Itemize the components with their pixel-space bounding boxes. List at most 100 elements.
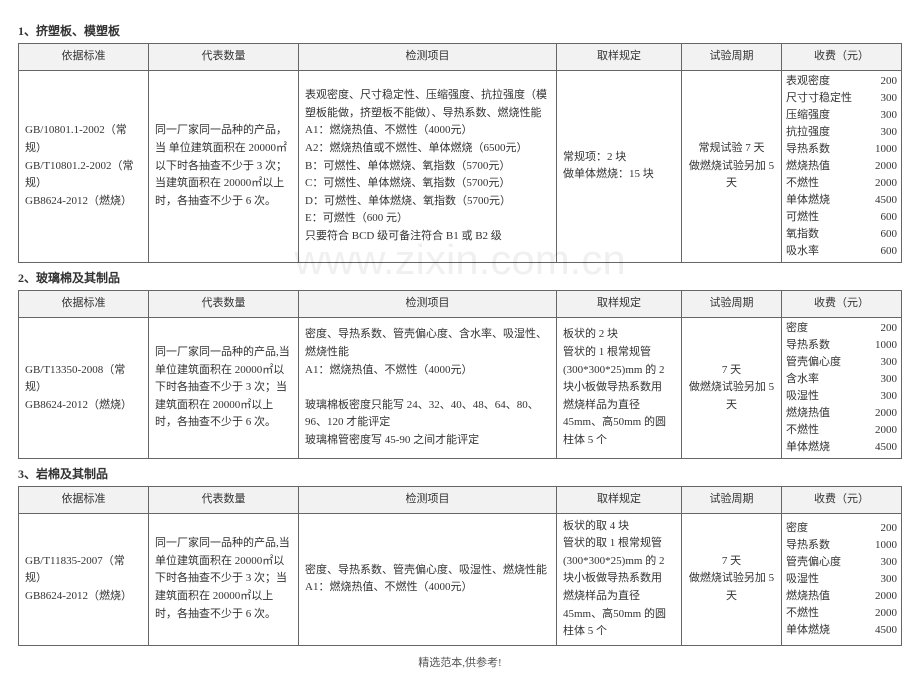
fee-row: 含水率300 — [786, 371, 897, 388]
column-header: 代表数量 — [149, 44, 299, 71]
column-header: 检测项目 — [299, 291, 557, 318]
fee-row: 尺寸寸稳定性 300 — [786, 90, 897, 107]
column-header: 代表数量 — [149, 487, 299, 514]
fee-label: 管壳偏心度 — [786, 354, 841, 371]
fee-row: 不燃性 2000 — [786, 605, 897, 622]
fee-label: 导热系数 — [786, 141, 830, 158]
column-header: 收费（元） — [782, 44, 902, 71]
fee-label: 压缩强度 — [786, 107, 830, 124]
fee-label: 燃烧热值 — [786, 588, 830, 605]
cell-quantity: 同一厂家同一品种的产品,当单位建筑面积在 20000㎡以下时各抽查不少于 3 次… — [149, 317, 299, 458]
fee-row: 不燃性2000 — [786, 175, 897, 192]
cell-fees: 密度200导热系数1000管壳偏心度300吸湿性 300 燃烧热值 2000 不燃性 20… — [782, 513, 902, 645]
column-header: 试验周期 — [682, 44, 782, 71]
fee-label: 密度 — [786, 520, 808, 537]
column-header: 收费（元） — [782, 291, 902, 318]
fee-label: 导热系数 — [786, 337, 830, 354]
column-header: 依据标准 — [19, 291, 149, 318]
data-table: 依据标准代表数量检测项目取样规定试验周期收费（元）GB/T13350-2008（… — [18, 290, 902, 459]
fee-row: 吸水率600 — [786, 243, 897, 260]
fee-label: 不燃性 — [786, 422, 819, 439]
section-title: 3、岩棉及其制品 — [18, 465, 902, 482]
column-header: 检测项目 — [299, 487, 557, 514]
fee-row: 燃烧热值 2000 — [786, 405, 897, 422]
fee-row: 导热系数1000 — [786, 537, 897, 554]
fee-price: 300 — [863, 90, 897, 107]
fee-label: 吸湿性 — [786, 388, 819, 405]
fee-row: 吸湿性300 — [786, 388, 897, 405]
column-header: 取样规定 — [557, 487, 682, 514]
fee-price: 4500 — [863, 622, 897, 639]
fee-row: 管壳偏心度300 — [786, 554, 897, 571]
fee-price: 300 — [863, 124, 897, 141]
section-title: 2、玻璃棉及其制品 — [18, 269, 902, 286]
fee-row: 单体燃烧 4500 — [786, 192, 897, 209]
fee-row: 管壳偏心度 300 — [786, 354, 897, 371]
fee-price: 600 — [863, 226, 897, 243]
fee-label: 抗拉强度 — [786, 124, 830, 141]
fee-price: 600 — [863, 209, 897, 226]
cell-fees: 密度200导热系数1000管壳偏心度300含水率300吸湿性300燃烧热值200… — [782, 317, 902, 458]
fee-price: 300 — [863, 571, 897, 588]
cell-sampling: 板状的 2 块管状的 1 根常规管(300*300*25)mm 的 2 块小板做… — [557, 317, 682, 458]
fee-price: 2000 — [863, 175, 897, 192]
sections-container: 1、挤塑板、模塑板依据标准代表数量检测项目取样规定试验周期收费（元）GB/108… — [18, 22, 902, 646]
fee-label: 单体燃烧 — [786, 192, 830, 209]
fee-label: 含水率 — [786, 371, 819, 388]
fee-label: 表观密度 — [786, 73, 830, 90]
fee-row: 密度200 — [786, 520, 897, 537]
fee-price: 4500 — [863, 439, 897, 456]
column-header: 检测项目 — [299, 44, 557, 71]
cell-test-items: 密度、导热系数、管壳偏心度、含水率、吸湿性、燃烧性能A1：燃烧热值、不燃性（40… — [299, 317, 557, 458]
table-row: GB/10801.1-2002（常规）GB/T10801.2-2002（常规）G… — [19, 70, 902, 263]
column-header: 依据标准 — [19, 487, 149, 514]
cell-period: 常规试验 7 天做燃烧试验另加 5 天 — [682, 70, 782, 263]
cell-quantity: 同一厂家同一品种的产品,当单位建筑面积在 20000㎡以下时各抽查不少于 3 次… — [149, 513, 299, 645]
fee-label: 密度 — [786, 320, 808, 337]
fee-label: 不燃性 — [786, 605, 819, 622]
fee-price: 1000 — [863, 537, 897, 554]
fee-label: 尺寸寸稳定性 — [786, 90, 852, 107]
cell-period: 7 天做燃烧试验另加 5 天 — [682, 513, 782, 645]
cell-sampling: 常规项：2 块做单体燃烧：15 块 — [557, 70, 682, 263]
column-header: 收费（元） — [782, 487, 902, 514]
data-table: 依据标准代表数量检测项目取样规定试验周期收费（元） GB/T11835-2007（… — [18, 486, 902, 646]
fee-price: 1000 — [863, 337, 897, 354]
column-header: 试验周期 — [682, 487, 782, 514]
cell-standard: GB/T11835-2007（常规）GB8624-2012（燃烧） — [19, 513, 149, 645]
data-table: 依据标准代表数量检测项目取样规定试验周期收费（元）GB/10801.1-2002… — [18, 43, 902, 263]
section-title: 1、挤塑板、模塑板 — [18, 22, 902, 39]
column-header: 试验周期 — [682, 291, 782, 318]
fee-row: 压缩强度 300 — [786, 107, 897, 124]
cell-test-items: 密度、导热系数、管壳偏心度、吸湿性、燃烧性能A1：燃烧热值、不燃性（4000元） — [299, 513, 557, 645]
fee-label: 单体燃烧 — [786, 622, 830, 639]
fee-price: 300 — [863, 554, 897, 571]
column-header: 依据标准 — [19, 44, 149, 71]
fee-row: 抗拉强度 300 — [786, 124, 897, 141]
fee-label: 吸湿性 — [786, 571, 819, 588]
cell-period: 7 天做燃烧试验另加 5 天 — [682, 317, 782, 458]
fee-price: 2000 — [863, 588, 897, 605]
fee-row: 单体燃烧 4500 — [786, 439, 897, 456]
fee-price: 300 — [863, 354, 897, 371]
fee-row: 氧指数 600 — [786, 226, 897, 243]
cell-sampling: 板状的取 4 块管状的取 1 根常规管(300*300*25)mm 的 2 块小… — [557, 513, 682, 645]
fee-price: 2000 — [863, 405, 897, 422]
fee-label: 可燃性 — [786, 209, 819, 226]
table-row: GB/T13350-2008（常规）GB8624-2012（燃烧）同一厂家同一品… — [19, 317, 902, 458]
fee-row: 可燃性 600 — [786, 209, 897, 226]
fee-price: 4500 — [863, 192, 897, 209]
cell-standard: GB/T13350-2008（常规）GB8624-2012（燃烧） — [19, 317, 149, 458]
fee-label: 燃烧热值 — [786, 405, 830, 422]
fee-price: 2000 — [863, 605, 897, 622]
cell-fees: 表观密度200尺寸寸稳定性300压缩强度300抗拉强度300导热系数1000燃烧… — [782, 70, 902, 263]
footer-text: 精选范本,供参考! — [18, 654, 902, 670]
fee-row: 表观密度200 — [786, 73, 897, 90]
fee-price: 2000 — [863, 422, 897, 439]
fee-price: 300 — [863, 107, 897, 124]
fee-label: 单体燃烧 — [786, 439, 830, 456]
fee-price: 2000 — [863, 158, 897, 175]
fee-label: 氧指数 — [786, 226, 819, 243]
fee-row: 导热系数 1000 — [786, 337, 897, 354]
cell-standard: GB/10801.1-2002（常规）GB/T10801.2-2002（常规）G… — [19, 70, 149, 263]
